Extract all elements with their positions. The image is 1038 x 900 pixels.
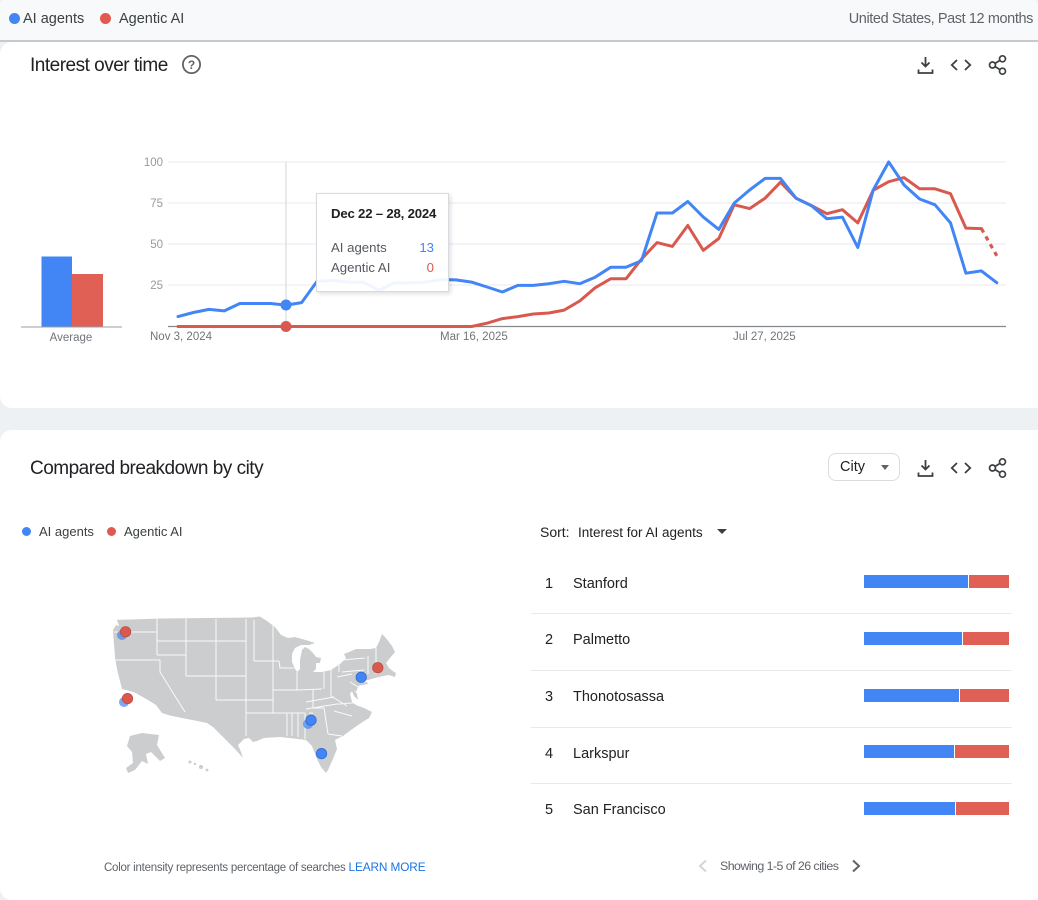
svg-text:Nov 3, 2024: Nov 3, 2024 [150,331,213,343]
svg-text:Jul 27, 2025: Jul 27, 2025 [733,331,796,343]
svg-text:?: ? [188,58,195,72]
svg-text:100: 100 [144,157,163,169]
svg-text:75: 75 [150,198,163,210]
svg-text:Mar 16, 2025: Mar 16, 2025 [440,331,508,343]
svg-text:50: 50 [150,239,163,251]
svg-text:Average: Average [50,332,93,344]
svg-text:25: 25 [150,280,163,292]
